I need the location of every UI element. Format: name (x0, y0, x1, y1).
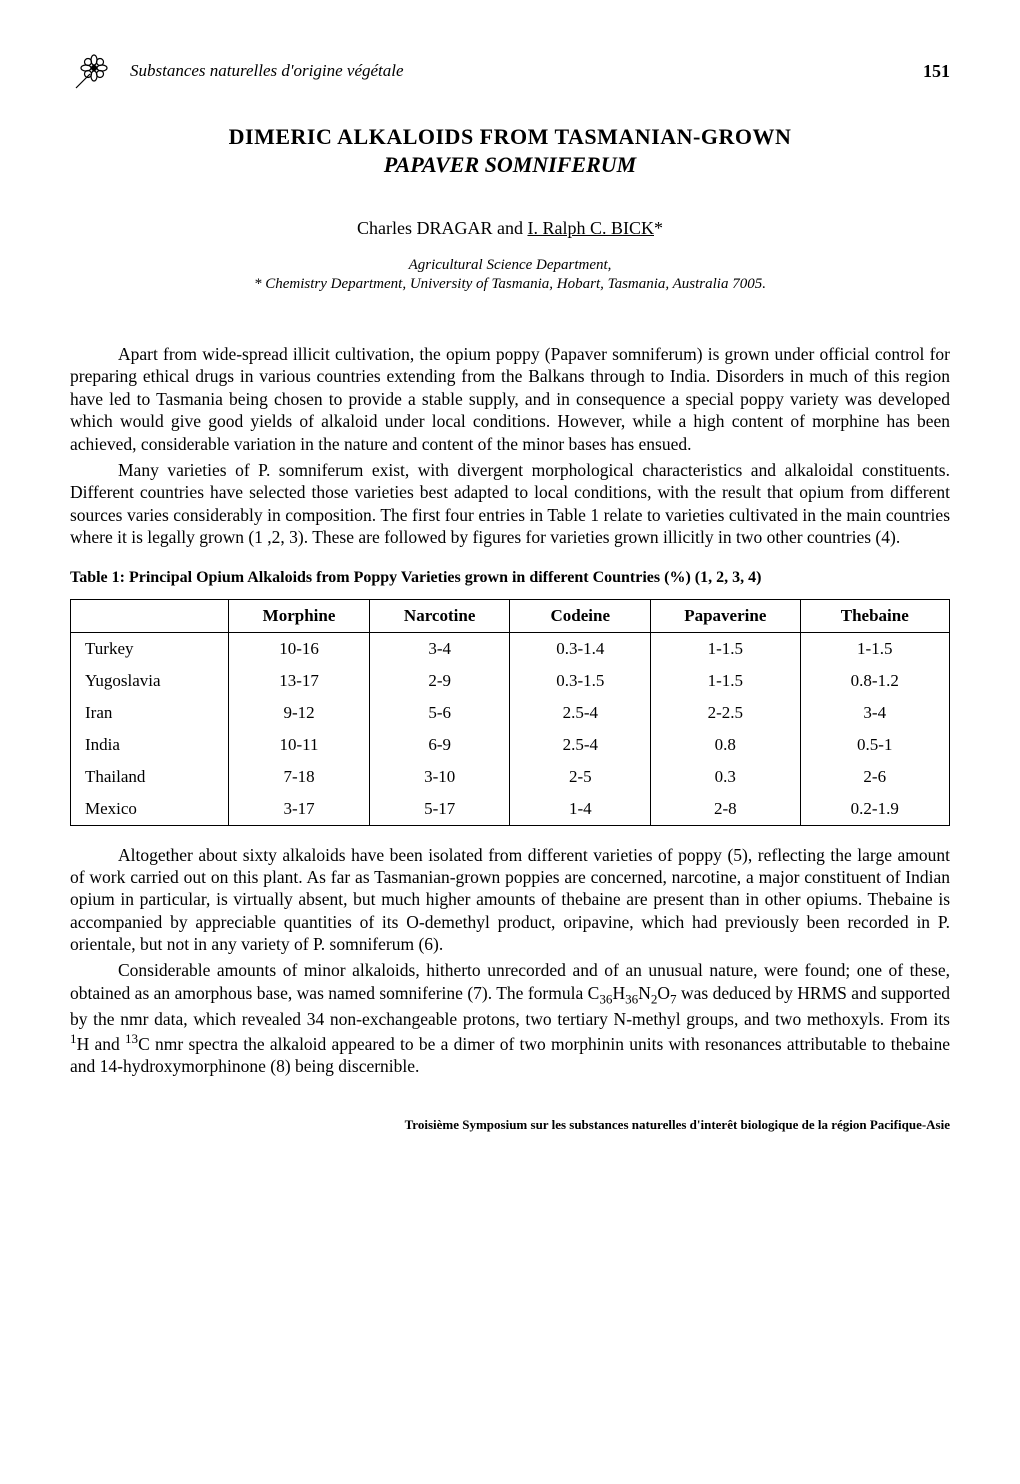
table-cell: Mexico (71, 793, 229, 826)
table-cell: 2.5-4 (510, 729, 651, 761)
journal-section: Substances naturelles d'origine végétale (130, 61, 404, 81)
paragraph-4: Considerable amounts of minor alkaloids,… (70, 959, 950, 1077)
table-header-cell: Papaverine (651, 599, 800, 632)
alkaloids-table: Morphine Narcotine Codeine Papaverine Th… (70, 599, 950, 826)
affiliation-line-1: Agricultural Science Department, (70, 257, 950, 274)
table-cell: 3-10 (369, 761, 510, 793)
table-row: India 10-11 6-9 2.5-4 0.8 0.5-1 (71, 729, 950, 761)
table-cell: 9-12 (229, 697, 370, 729)
table-cell: 1-1.5 (651, 632, 800, 665)
author-asterisk: * (654, 218, 663, 238)
table-cell: 1-1.5 (800, 632, 949, 665)
table-caption: Table 1: Principal Opium Alkaloids from … (70, 569, 950, 587)
header-left: Substances naturelles d'origine végétale (70, 48, 404, 94)
page-number: 151 (923, 61, 950, 82)
p4-sub: 36 (625, 991, 638, 1006)
paragraph-3: Altogether about sixty alkaloids have be… (70, 844, 950, 956)
table-row: Mexico 3-17 5-17 1-4 2-8 0.2-1.9 (71, 793, 950, 826)
table-cell: 6-9 (369, 729, 510, 761)
table-cell: 0.3 (651, 761, 800, 793)
table-cell: 2-2.5 (651, 697, 800, 729)
authors-line: Charles DRAGAR and I. Ralph C. BICK* (70, 218, 950, 239)
p4-sub: 36 (599, 991, 612, 1006)
table-row: Turkey 10-16 3-4 0.3-1.4 1-1.5 1-1.5 (71, 632, 950, 665)
p4-text: C nmr spectra the alkaloid appeared to b… (70, 1033, 950, 1075)
p4-sup: 13 (125, 1031, 138, 1046)
table-cell: 0.3-1.4 (510, 632, 651, 665)
table-cell: 3-17 (229, 793, 370, 826)
table-cell: 1-4 (510, 793, 651, 826)
table-cell: 2-6 (800, 761, 949, 793)
table-cell: 3-4 (369, 632, 510, 665)
header-row: Substances naturelles d'origine végétale… (70, 48, 950, 94)
table-cell: Iran (71, 697, 229, 729)
table-cell: 0.2-1.9 (800, 793, 949, 826)
table-cell: 13-17 (229, 665, 370, 697)
table-cell: 10-16 (229, 632, 370, 665)
table-header-cell: Thebaine (800, 599, 949, 632)
table-row: Iran 9-12 5-6 2.5-4 2-2.5 3-4 (71, 697, 950, 729)
table-row: Thailand 7-18 3-10 2-5 0.3 2-6 (71, 761, 950, 793)
table-cell: 2.5-4 (510, 697, 651, 729)
p4-text: N (638, 983, 651, 1003)
paragraph-1: Apart from wide-spread illicit cultivati… (70, 343, 950, 455)
table-header-cell: Codeine (510, 599, 651, 632)
footer-text: Troisième Symposium sur les substances n… (70, 1117, 950, 1133)
table-header-cell: Morphine (229, 599, 370, 632)
table-header-cell (71, 599, 229, 632)
table-cell: 5-6 (369, 697, 510, 729)
table-cell: Thailand (71, 761, 229, 793)
table-cell: 5-17 (369, 793, 510, 826)
table-cell: 2-8 (651, 793, 800, 826)
paragraph-2: Many varieties of P. somniferum exist, w… (70, 459, 950, 549)
table-cell: 1-1.5 (651, 665, 800, 697)
table-cell: 3-4 (800, 697, 949, 729)
table-cell: 2-9 (369, 665, 510, 697)
p4-text: H (612, 983, 625, 1003)
table-header-row: Morphine Narcotine Codeine Papaverine Th… (71, 599, 950, 632)
table-cell: 10-11 (229, 729, 370, 761)
table-header-cell: Narcotine (369, 599, 510, 632)
affiliation-line-2: * Chemistry Department, University of Ta… (70, 276, 950, 293)
table-cell: 0.5-1 (800, 729, 949, 761)
table-cell: 7-18 (229, 761, 370, 793)
table-cell: 0.3-1.5 (510, 665, 651, 697)
title-line-2: PAPAVER SOMNIFERUM (70, 152, 950, 178)
p4-text: O (657, 983, 670, 1003)
table-cell: 0.8-1.2 (800, 665, 949, 697)
p4-text: H and (77, 1033, 125, 1053)
table-cell: 0.8 (651, 729, 800, 761)
table-cell: India (71, 729, 229, 761)
flower-logo-icon (70, 48, 116, 94)
author-underlined: I. Ralph C. BICK (527, 218, 654, 238)
table-cell: Turkey (71, 632, 229, 665)
title-line-1: DIMERIC ALKALOIDS FROM TASMANIAN-GROWN (70, 124, 950, 150)
page-container: Substances naturelles d'origine végétale… (0, 0, 1020, 1193)
table-row: Yugoslavia 13-17 2-9 0.3-1.5 1-1.5 0.8-1… (71, 665, 950, 697)
table-cell: Yugoslavia (71, 665, 229, 697)
table-cell: 2-5 (510, 761, 651, 793)
author-prefix: Charles DRAGAR and (357, 218, 527, 238)
